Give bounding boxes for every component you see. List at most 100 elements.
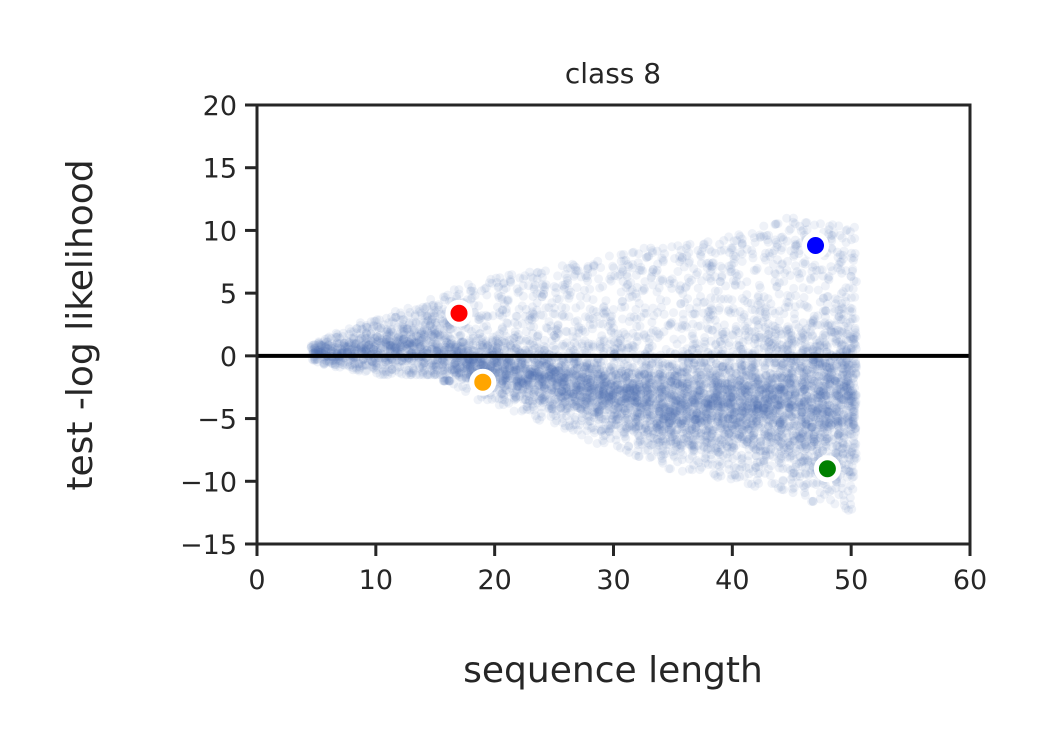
data-point [332,345,342,355]
data-point [636,265,646,275]
data-point [376,346,386,356]
data-point [595,390,604,400]
data-point [415,307,425,317]
data-point [402,344,412,354]
data-point [362,341,372,351]
data-point [320,358,330,368]
data-point [464,324,474,334]
data-point [347,360,357,370]
data-point [333,343,343,353]
data-point [430,311,440,321]
data-point [735,307,745,316]
data-point [715,303,725,313]
data-point [640,378,650,388]
data-point [315,344,325,354]
data-point [664,418,674,428]
data-point [661,296,671,306]
data-point [435,331,445,341]
data-point [407,340,417,350]
data-point [418,367,428,377]
data-point [393,330,403,340]
data-point [384,367,394,377]
data-point [426,342,436,352]
data-point [405,338,415,348]
data-point [418,370,428,380]
data-point [677,334,687,344]
data-point [417,327,426,337]
data-point [394,347,404,357]
data-point [354,359,364,369]
data-point [435,332,445,342]
data-point [386,331,396,341]
data-point [378,337,387,347]
data-point [690,309,700,319]
data-point [386,337,396,347]
data-point [411,305,421,315]
data-point [306,342,316,352]
data-point [344,340,354,350]
data-point [395,362,404,372]
data-point [388,357,398,367]
data-point [397,331,407,340]
data-point [664,321,674,331]
data-point [422,302,432,312]
data-point [607,311,617,321]
data-point [381,337,391,347]
data-point [415,326,425,335]
data-point [628,384,638,394]
data-point [317,340,327,350]
data-point [399,334,409,344]
data-point [401,339,411,349]
data-point [386,341,395,351]
data-point [431,362,441,372]
data-point [423,316,433,326]
data-point [393,338,403,348]
data-point [367,337,377,347]
data-point [724,365,734,375]
data-point [435,314,445,324]
data-point [427,315,437,325]
data-point [414,338,424,348]
data-point [396,311,406,320]
data-point [408,363,418,373]
data-point [642,407,652,417]
data-point [401,370,411,380]
data-point [321,343,331,353]
data-point [405,307,415,317]
data-point [404,327,414,337]
data-point [520,359,530,369]
data-point [382,341,392,351]
data-point [366,333,376,343]
data-point [344,324,354,334]
data-point [416,329,426,338]
data-point [352,363,361,373]
data-point [604,251,614,261]
data-point [418,302,428,312]
data-point [395,342,405,352]
data-point [644,251,654,261]
data-point [335,356,345,365]
data-point [407,334,417,344]
data-point [383,370,393,380]
data-point [423,316,433,326]
data-point [391,365,400,375]
data-point [388,339,398,349]
data-point [332,330,342,339]
data-point [351,340,360,350]
data-point [431,329,440,339]
data-point [340,341,350,351]
data-point [370,342,380,352]
data-point [319,359,329,369]
data-point [607,390,617,400]
data-point [352,324,362,334]
data-point [390,346,400,356]
data-point [375,370,385,380]
data-point [690,414,700,424]
data-point [372,368,382,378]
data-point [385,344,395,354]
data-point [404,320,414,329]
data-point [315,339,325,349]
data-point [366,329,376,339]
data-point [389,342,399,351]
data-point [364,340,374,350]
